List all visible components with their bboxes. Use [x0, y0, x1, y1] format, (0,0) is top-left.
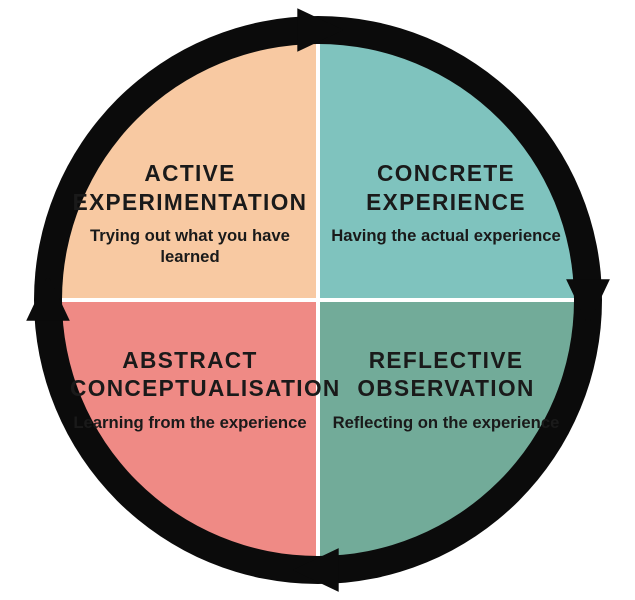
title-line1: REFLECTIVE: [369, 347, 524, 373]
learning-cycle-diagram: ACTIVE EXPERIMENTATION Trying out what y…: [0, 0, 635, 600]
title-line2: OBSERVATION: [357, 375, 534, 401]
cycle-svg: [0, 0, 635, 600]
title-line1: ABSTRACT: [122, 347, 257, 373]
subtitle: Reflecting on the experience: [326, 413, 566, 434]
label-bottom-left: ABSTRACT CONCEPTUALISATION Learning from…: [70, 346, 310, 433]
title-line1: CONCRETE: [377, 160, 515, 186]
label-bottom-right: REFLECTIVE OBSERVATION Reflecting on the…: [326, 346, 566, 433]
title-line2: EXPERIENCE: [366, 189, 526, 215]
subtitle: Learning from the experience: [70, 413, 310, 434]
title-line2: CONCEPTUALISATION: [70, 375, 341, 401]
title-line1: ACTIVE: [144, 160, 235, 186]
subtitle: Having the actual experience: [326, 226, 566, 247]
label-top-left: ACTIVE EXPERIMENTATION Trying out what y…: [70, 159, 310, 267]
subtitle: Trying out what you have learned: [70, 226, 310, 268]
label-top-right: CONCRETE EXPERIENCE Having the actual ex…: [326, 159, 566, 246]
title-line2: EXPERIMENTATION: [73, 189, 308, 215]
